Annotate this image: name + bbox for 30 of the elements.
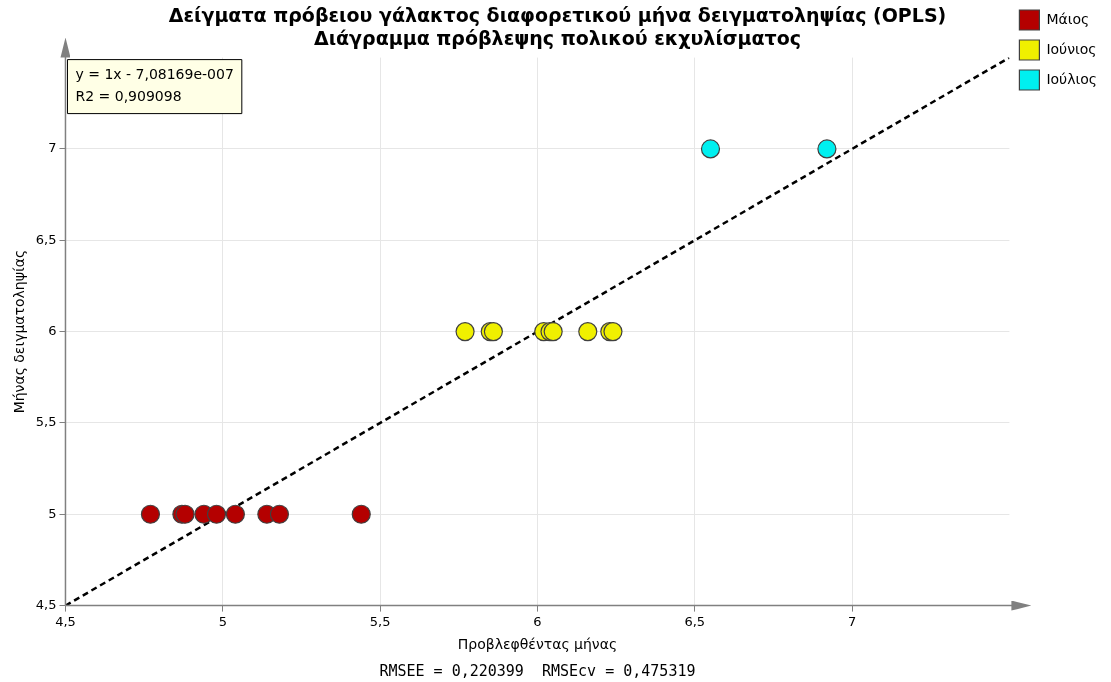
x-tick-label: 5	[218, 613, 227, 629]
x-tick-label: 5,5	[369, 613, 391, 629]
point	[578, 322, 598, 342]
legend-label: Ιούνιος	[1046, 40, 1097, 57]
text: RMSEE = 0,220399 RMSEcv = 0,475319	[379, 661, 696, 680]
point	[700, 139, 721, 159]
point	[206, 504, 227, 524]
y-tick-label: 6	[48, 322, 57, 338]
y-axis-title: Μήνας δειγματοληψίας	[11, 249, 28, 414]
y-tick-label: 4,5	[35, 596, 57, 612]
x-tick-label: 6,5	[684, 613, 706, 629]
chart-title: Δείγματα πρόβειου γάλακτος διαφορετικού μήνα δειγματοληψίας (OPLS)	[168, 4, 947, 27]
y-tick-label: 6,5	[35, 231, 57, 247]
y-tick-label: 5	[48, 505, 57, 521]
point	[455, 322, 475, 342]
point	[351, 504, 371, 524]
point	[817, 139, 837, 159]
x-axis-title: Προβλεφθέντας μήνας	[457, 636, 618, 653]
annotation: R2 = 0,909098	[75, 88, 182, 105]
point	[140, 504, 161, 524]
annotation: y = 1x - 7,08169e-007	[75, 66, 234, 83]
y-tick-label: 7	[48, 140, 57, 156]
y-tick-label: 5,5	[35, 414, 57, 430]
point	[225, 504, 245, 524]
x-tick-label: 7	[847, 613, 857, 629]
legend-label: Μάιος	[1046, 10, 1090, 27]
legend-label: Ιούλιος	[1046, 70, 1098, 87]
x-tick-label: 6	[533, 613, 542, 629]
point	[269, 504, 290, 524]
chart-subtitle: Διάγραμμα πρόβλεψης πολικού εκχυλίσματος	[313, 27, 802, 50]
